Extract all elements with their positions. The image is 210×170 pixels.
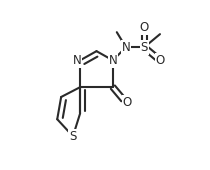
Text: S: S	[69, 130, 77, 143]
Text: O: O	[123, 96, 132, 109]
Text: N: N	[122, 41, 130, 54]
Text: N: N	[72, 54, 81, 67]
Text: O: O	[140, 21, 149, 34]
Text: S: S	[140, 41, 148, 54]
Text: O: O	[155, 54, 165, 67]
Text: N: N	[109, 54, 117, 67]
